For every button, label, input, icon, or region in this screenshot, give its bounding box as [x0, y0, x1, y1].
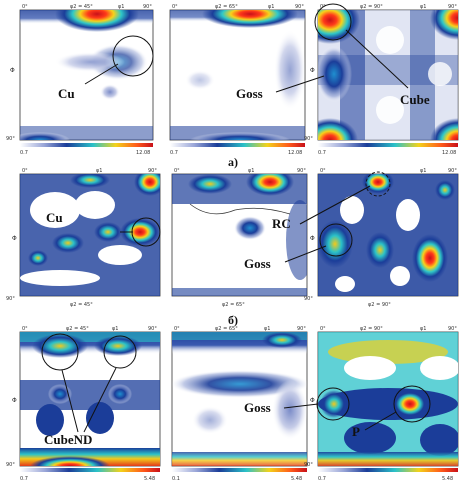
- axis-label: 5.48: [291, 476, 302, 482]
- axis-label: 90°: [448, 4, 457, 10]
- axis-label: 0.7: [20, 476, 28, 482]
- axis-label: 90°: [6, 296, 15, 302]
- label-cu-a: Cu: [58, 86, 75, 101]
- axis-label: 90°: [304, 462, 313, 468]
- label-goss-b: Goss: [244, 256, 271, 271]
- axis-label: Φ: [12, 235, 17, 242]
- axis-label: 0°: [174, 326, 180, 332]
- label-cubend-c: CubeND: [44, 432, 92, 447]
- panel-c2: 0° φ2 = 65° φ1 90° 0.1 5.48: [171, 326, 308, 482]
- axis-label: φ2 = 90°: [360, 326, 383, 332]
- label-rc-b: RC: [272, 216, 291, 231]
- axis-label: Φ: [310, 397, 315, 404]
- axis-label: 90°: [448, 168, 457, 174]
- axis-label: φ2 = 65°: [222, 302, 245, 308]
- axis-label: φ2 = 45°: [70, 4, 93, 10]
- axis-label: φ2 = 45°: [70, 302, 93, 308]
- axis-label: 90°: [448, 326, 457, 332]
- axis-label: φ2 = 45°: [66, 326, 89, 332]
- axis-label: 12.08: [136, 150, 150, 156]
- axis-label: φ1: [420, 4, 426, 10]
- axis-label: 0.7: [170, 150, 178, 156]
- axis-label: φ1: [420, 326, 426, 332]
- axis-label: φ1: [112, 326, 118, 332]
- panel-a2: 0° φ2 = 65° φ1 90° 0.7 12.08: [169, 4, 306, 156]
- axis-label: 0.7: [318, 150, 326, 156]
- panel-a1: Cu 0° φ2 = 45° φ1 90° Φ 90° 0.7 12.08: [6, 4, 154, 156]
- label-p-c: P: [352, 424, 360, 439]
- axis-label: 0°: [320, 4, 326, 10]
- axis-label: 90°: [304, 296, 313, 302]
- caption-a: а): [228, 155, 238, 169]
- axis-label: 90°: [295, 4, 304, 10]
- panel-b2: 0° φ1 90° φ2 = 65°: [171, 168, 308, 308]
- colorbar-c2: [172, 468, 307, 472]
- colorbar-a1: [20, 143, 153, 147]
- axis-label: 0°: [22, 4, 28, 10]
- axis-label: 90°: [304, 136, 313, 142]
- axis-label: 90°: [297, 168, 306, 174]
- axis-label: 90°: [148, 326, 157, 332]
- label-goss-a: Goss: [236, 86, 263, 101]
- label-cube-a: Cube: [400, 92, 430, 107]
- axis-label: 90°: [148, 168, 157, 174]
- axis-label: Φ: [310, 67, 315, 74]
- axis-label: 90°: [143, 4, 152, 10]
- colorbar-c3: [318, 468, 458, 472]
- panel-a3: Goss Cube 0° φ2 = 90° φ1 90° Φ 90° 0.7 1…: [236, 3, 459, 156]
- axis-label: 0.7: [318, 476, 326, 482]
- axis-label: Φ: [12, 397, 17, 404]
- axis-label: φ1: [248, 168, 254, 174]
- axis-label: Φ: [310, 235, 315, 242]
- colorbar-c1: [20, 468, 160, 472]
- axis-label: 5.48: [442, 476, 453, 482]
- colorbar-a2: [170, 143, 305, 147]
- axis-label: 90°: [297, 326, 306, 332]
- axis-label: φ2 = 65°: [215, 326, 238, 332]
- axis-label: 12.08: [288, 150, 302, 156]
- axis-label: 12.08: [442, 150, 456, 156]
- axis-label: φ1: [420, 168, 426, 174]
- label-cu-b: Cu: [46, 210, 63, 225]
- axis-label: 0.7: [20, 150, 28, 156]
- panel-b1: Cu 0° φ1 90° Φ 90° φ2 = 45°: [6, 168, 161, 308]
- axis-label: 0°: [172, 4, 178, 10]
- axis-label: φ1: [118, 4, 124, 10]
- label-goss-c: Goss: [244, 400, 271, 415]
- axis-label: φ2 = 65°: [215, 4, 238, 10]
- panel-c3: Goss P 0° φ2 = 90° φ1 90° Φ 90° 0.7 5.48: [244, 326, 459, 482]
- axis-label: 0°: [22, 326, 28, 332]
- axis-label: φ1: [264, 326, 270, 332]
- axis-label: φ2 = 90°: [368, 302, 391, 308]
- axis-label: 0°: [22, 168, 28, 174]
- axis-label: 0.1: [172, 476, 180, 482]
- axis-label: φ2 = 90°: [360, 4, 383, 10]
- axis-label: 90°: [6, 462, 15, 468]
- axis-label: 5.48: [144, 476, 155, 482]
- axis-label: 0°: [320, 326, 326, 332]
- colorbar-a3: [318, 143, 458, 147]
- axis-label: 0°: [174, 168, 180, 174]
- axis-label: φ1: [96, 168, 102, 174]
- axis-label: Φ: [10, 67, 15, 74]
- axis-label: φ1: [268, 4, 274, 10]
- panel-c1: CubeND 0° φ2 = 45° φ1 90° Φ 90° 0.7 5.48: [6, 326, 161, 482]
- panel-b3: RC Goss 0° φ1 90° Φ 90° φ2 = 90°: [244, 168, 459, 308]
- caption-b: б): [228, 313, 238, 327]
- axis-label: 0°: [320, 168, 326, 174]
- axis-label: 90°: [6, 136, 15, 142]
